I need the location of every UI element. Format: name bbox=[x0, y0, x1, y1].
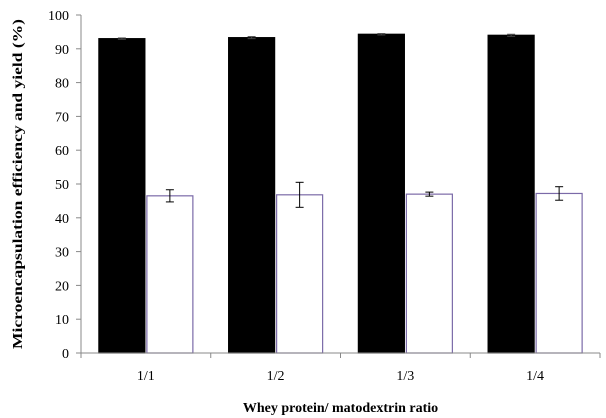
y-tick-label: 0 bbox=[62, 347, 69, 362]
bars bbox=[98, 33, 583, 354]
bar-yield bbox=[146, 195, 194, 354]
bar-efficiency bbox=[357, 33, 405, 354]
bar-yield bbox=[405, 193, 453, 354]
x-tick-label: 1/3 bbox=[396, 369, 414, 384]
y-tick-label: 100 bbox=[48, 9, 69, 24]
bar-efficiency bbox=[487, 34, 535, 354]
bar-efficiency bbox=[98, 38, 146, 354]
y-tick-label: 30 bbox=[55, 246, 69, 261]
x-axis-title: Whey protein/ matodextrin ratio bbox=[243, 401, 438, 416]
y-tick-label: 40 bbox=[55, 212, 69, 227]
bar-yield bbox=[535, 192, 583, 354]
y-tick-label: 20 bbox=[55, 279, 69, 294]
error-bars bbox=[117, 33, 564, 208]
y-tick-label: 60 bbox=[55, 144, 69, 159]
bar-yield bbox=[276, 194, 324, 354]
y-tick-label: 80 bbox=[55, 77, 69, 92]
y-tick-label: 70 bbox=[55, 110, 69, 125]
y-tick-label: 90 bbox=[55, 43, 69, 58]
y-axis-ticks: 0 10 20 30 40 50 60 70 80 90 100 bbox=[48, 9, 81, 362]
x-tick-label: 1/4 bbox=[526, 369, 544, 384]
y-axis-title: Microencapsulation efficiency and yield … bbox=[11, 19, 26, 349]
bar-efficiency bbox=[228, 37, 276, 354]
y-tick-label: 50 bbox=[55, 178, 69, 193]
y-tick-label: 10 bbox=[55, 313, 69, 328]
x-axis-ticks: 1/1 1/2 1/3 1/4 bbox=[80, 353, 601, 384]
x-tick-label: 1/1 bbox=[137, 369, 155, 384]
x-tick-label: 1/2 bbox=[267, 369, 285, 384]
